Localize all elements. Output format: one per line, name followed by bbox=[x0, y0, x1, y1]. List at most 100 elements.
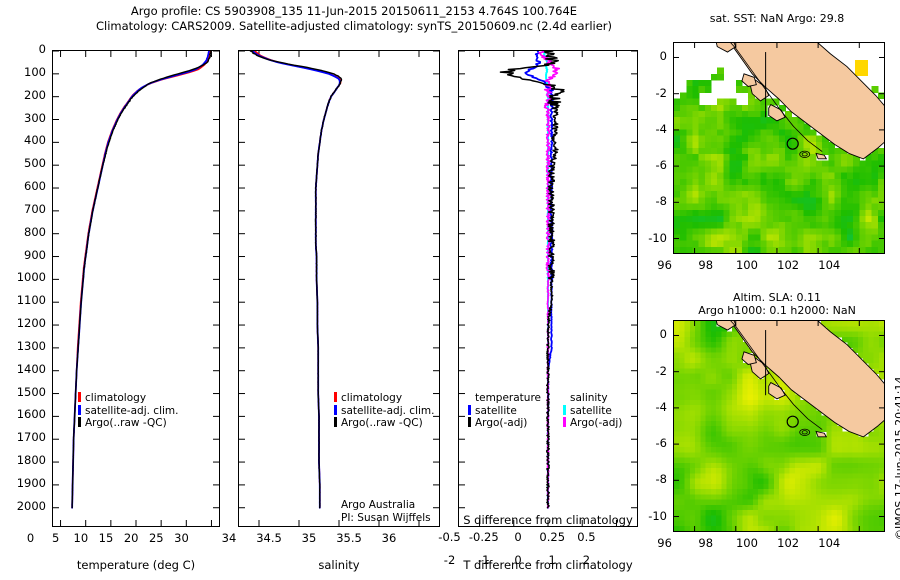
legend-entry: satellite-adj. clim. bbox=[78, 404, 179, 418]
depth-tick-1500: 1500 bbox=[16, 384, 46, 399]
tdiff-tick-2: 0 bbox=[514, 553, 522, 567]
sla-title-line-1: Altim. SLA: 0.11 bbox=[732, 291, 822, 304]
legend-entry: satellite bbox=[563, 404, 622, 418]
sla-map-title: Altim. SLA: 0.11 Argo h1000: 0.1 h2000: … bbox=[664, 291, 890, 317]
depth-tick-2000: 2000 bbox=[16, 498, 46, 513]
map-lat-tick-0: 0 bbox=[659, 49, 667, 64]
map-lon-tick-104: 104 bbox=[818, 536, 841, 550]
depth-tick-1600: 1600 bbox=[16, 407, 46, 422]
legend-entry: Argo(-adj) bbox=[468, 417, 541, 430]
temperature-tick-20: 20 bbox=[123, 531, 139, 545]
legend-entry: climatology bbox=[334, 392, 434, 405]
temperature-tick-5: 5 bbox=[52, 531, 60, 545]
legend-swatch bbox=[334, 404, 337, 415]
temperature-tick-30: 30 bbox=[174, 531, 189, 545]
profile-marker bbox=[786, 137, 799, 150]
temperature-tick-15: 15 bbox=[98, 531, 114, 545]
salinity-tick-3: 35.5 bbox=[336, 531, 362, 545]
legend-label: Argo(..raw -QC) bbox=[85, 417, 167, 429]
legend-entry: satellite-adj. clim. bbox=[334, 404, 435, 418]
legend-label: satellite-adj. clim. bbox=[85, 404, 179, 417]
sla-map bbox=[673, 320, 885, 532]
map-lon-tick-96: 96 bbox=[657, 536, 672, 550]
map-lon-tick-102: 102 bbox=[777, 258, 800, 272]
depth-tick-900: 900 bbox=[24, 247, 46, 262]
legend-swatch bbox=[563, 404, 566, 415]
raster-layer bbox=[674, 321, 884, 531]
depth-tick-1800: 1800 bbox=[16, 453, 46, 468]
profile-marker bbox=[786, 415, 799, 428]
sdiff-tick-1: -0.25 bbox=[468, 530, 499, 544]
depth-tick-400: 400 bbox=[24, 133, 46, 148]
salinity-tick-2: 35 bbox=[301, 531, 317, 545]
legend-entry: Argo(..raw -QC) bbox=[334, 417, 434, 430]
salinity-tick-0: 34 bbox=[221, 531, 237, 545]
temperature-tick-10: 10 bbox=[73, 531, 89, 545]
salinity-tick-1: 34.5 bbox=[256, 531, 282, 545]
depth-tick-500: 500 bbox=[24, 156, 46, 171]
legend-label: satellite-adj. clim. bbox=[341, 404, 435, 417]
depth-tick-1300: 1300 bbox=[16, 338, 46, 353]
legend-label: Argo(-adj) bbox=[570, 417, 623, 429]
map-lat-tick-3: -6 bbox=[655, 158, 667, 173]
map-lon-tick-96: 96 bbox=[657, 258, 672, 272]
sst-map bbox=[673, 42, 885, 254]
figure-title: Argo profile: CS 5903908_135 11-Jun-2015… bbox=[44, 4, 664, 34]
legend-column-header: salinity bbox=[570, 392, 608, 404]
depth-tick-1200: 1200 bbox=[16, 316, 46, 331]
salinity-profile-panel bbox=[238, 50, 440, 527]
sdiff-tick-4: 0.5 bbox=[577, 530, 596, 544]
depth-tick-100: 100 bbox=[24, 64, 46, 79]
difference-profile-panel bbox=[458, 50, 638, 527]
legend-swatch bbox=[563, 417, 566, 427]
legend-label: satellite bbox=[475, 404, 517, 417]
depth-tick-1100: 1100 bbox=[16, 293, 46, 308]
map-lat-tick-4: -8 bbox=[655, 472, 667, 487]
temperature-tick-0: 0 bbox=[26, 531, 35, 545]
depth-tick-800: 800 bbox=[24, 224, 46, 239]
sdiff-axis-label: S difference from climatology bbox=[463, 513, 633, 527]
legend-swatch bbox=[78, 404, 81, 415]
map-lat-tick-3: -6 bbox=[655, 436, 667, 451]
depth-tick-1900: 1900 bbox=[16, 475, 46, 490]
depth-tick-1400: 1400 bbox=[16, 361, 46, 376]
sdiff-tick-0: -0.5 bbox=[438, 530, 461, 544]
legend-entry: satellite bbox=[468, 404, 541, 418]
legend-column-header: temperature bbox=[475, 392, 541, 404]
depth-tick-200: 200 bbox=[24, 87, 46, 102]
title-line-1: Argo profile: CS 5903908_135 11-Jun-2015… bbox=[130, 4, 578, 18]
temperature-profile-panel bbox=[52, 50, 220, 527]
legend-swatch bbox=[468, 404, 471, 415]
coastline-detail bbox=[730, 43, 823, 152]
map-lat-tick-1: -2 bbox=[655, 363, 667, 378]
temperature-tick-25: 25 bbox=[148, 531, 164, 545]
map-lat-tick-2: -4 bbox=[655, 121, 667, 136]
map-lat-tick-5: -10 bbox=[648, 508, 667, 523]
legend-entry: climatology bbox=[78, 392, 178, 405]
map-lat-tick-4: -8 bbox=[655, 194, 667, 209]
tdiff-tick-1: -1 bbox=[478, 553, 490, 567]
legend-swatch bbox=[78, 392, 81, 402]
legend-label: Argo(..raw -QC) bbox=[341, 417, 423, 429]
temperature-legend: climatology satellite-adj. clim. Argo(..ra… bbox=[78, 392, 178, 430]
difference-legend: temperature satellite Argo(-adj) salinity sa… bbox=[468, 392, 622, 430]
map-lat-tick-0: 0 bbox=[659, 327, 667, 342]
raster-layer bbox=[674, 67, 884, 253]
map-lon-tick-98: 98 bbox=[698, 536, 714, 550]
map-lon-tick-100: 100 bbox=[735, 536, 758, 550]
sla-title-line-2: Argo h1000: 0.1 h2000: NaN bbox=[698, 304, 856, 317]
salinity-tick-4: 36 bbox=[381, 531, 397, 545]
legend-label: Argo(-adj) bbox=[475, 417, 528, 429]
map-lon-tick-104: 104 bbox=[818, 258, 841, 272]
legend-label: climatology bbox=[85, 392, 147, 404]
tdiff-tick-0: -2 bbox=[443, 553, 456, 567]
depth-tick-700: 700 bbox=[24, 201, 46, 216]
legend-column: salinity satellite Argo(-adj) bbox=[563, 392, 622, 430]
depth-tick-600: 600 bbox=[24, 179, 46, 194]
salinity-legend: climatology satellite-adj. clim. Argo(..ra… bbox=[334, 392, 434, 430]
title-line-2: Climatology: CARS2009. Satellite-adjuste… bbox=[95, 19, 613, 33]
legend-entry: Argo(..raw -QC) bbox=[78, 417, 178, 430]
program-name: Argo Australia bbox=[341, 499, 416, 511]
tdiff-tick-4: 2 bbox=[582, 553, 591, 567]
